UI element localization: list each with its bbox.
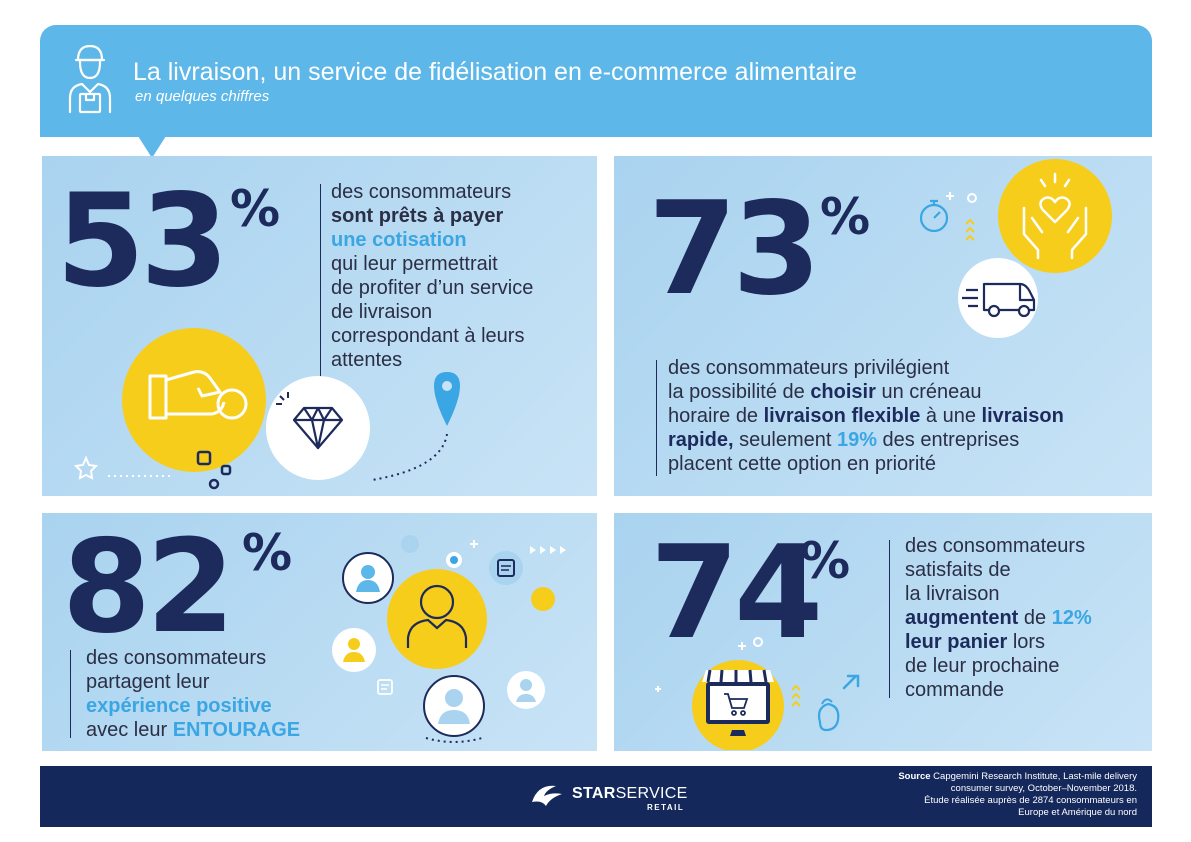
- delivery-person-icon: [68, 44, 112, 114]
- stat-value: 73: [648, 175, 821, 324]
- footer-bar: [40, 766, 1152, 827]
- stat-description: des consommateurs privilégient la possib…: [668, 357, 1064, 475]
- diamond-icon: [266, 376, 370, 480]
- basket-illustration: [655, 637, 860, 750]
- stat-unit: %: [800, 532, 851, 590]
- page-title: La livraison, un service de fidélisation…: [133, 58, 857, 86]
- stat-description: des consommateurs sont prêts à payer une…: [331, 181, 534, 371]
- brand-logo-sub: RETAIL: [647, 803, 685, 812]
- cursor-icon: [842, 674, 860, 690]
- stat-unit: %: [230, 180, 281, 238]
- stat-unit: %: [820, 188, 871, 246]
- location-pin-icon: [434, 372, 460, 426]
- text-bracket: [889, 540, 896, 698]
- heart-hands-icon: [998, 159, 1112, 273]
- text-bracket: [656, 360, 663, 476]
- stat-description: des consommateurs partagent leur expérie…: [86, 647, 301, 741]
- stat-value: 53: [56, 167, 229, 316]
- header-pointer: [138, 136, 166, 158]
- wallet-icon: [817, 702, 840, 732]
- page-subtitle: en quelques chiffres: [135, 88, 270, 105]
- star-icon: [73, 455, 99, 480]
- stat-value: 74: [650, 519, 823, 668]
- payment-illustration: [73, 328, 460, 490]
- starservice-logo-mark: [532, 785, 562, 806]
- stat-unit: %: [242, 524, 293, 582]
- stat-value: 82: [62, 513, 235, 662]
- hand-coin-icon: [122, 328, 266, 472]
- network-people-icon: [332, 535, 566, 743]
- delivery-truck-icon: [958, 258, 1038, 338]
- header-banner: [40, 25, 1152, 137]
- source-note: Source Capgemini Research Institute, Las…: [898, 771, 1137, 818]
- stat-description: des consommateurs satisfaits de la livra…: [905, 535, 1092, 701]
- stopwatch-icon: [919, 199, 949, 233]
- flexible-delivery-illustration: [919, 159, 1112, 338]
- text-bracket: [320, 184, 327, 384]
- brand-logo: STARSERVICE: [572, 785, 688, 802]
- text-bracket: [70, 650, 77, 738]
